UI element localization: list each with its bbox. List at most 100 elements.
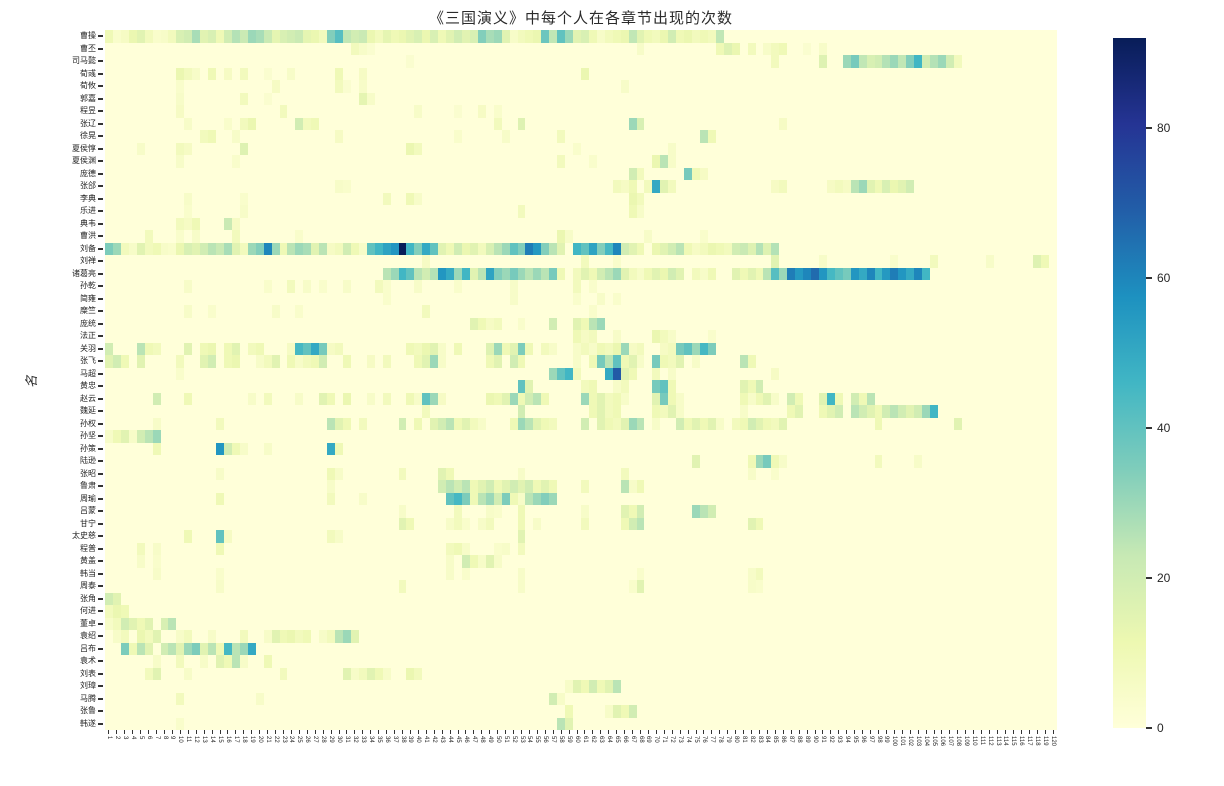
heatmap-cell bbox=[874, 30, 883, 43]
heatmap-cell bbox=[541, 517, 550, 530]
heatmap-cell bbox=[120, 342, 129, 355]
heatmap-cell bbox=[652, 330, 661, 343]
heatmap-cell bbox=[771, 180, 780, 193]
heatmap-cell bbox=[438, 480, 447, 493]
heatmap-cell bbox=[1033, 305, 1042, 318]
heatmap-cell bbox=[311, 442, 320, 455]
heatmap-cell bbox=[779, 117, 788, 130]
heatmap-cell bbox=[755, 355, 764, 368]
heatmap-cell bbox=[192, 505, 201, 518]
heatmap-cell bbox=[382, 480, 391, 493]
heatmap-cell bbox=[707, 292, 716, 305]
heatmap-cell bbox=[1041, 42, 1050, 55]
heatmap-cell bbox=[866, 530, 875, 543]
heatmap-cell bbox=[1025, 417, 1034, 430]
heatmap-cell bbox=[588, 67, 597, 80]
heatmap-cell bbox=[628, 330, 637, 343]
heatmap-cell bbox=[581, 55, 589, 68]
heatmap-cell bbox=[763, 230, 772, 243]
heatmap-cell bbox=[842, 255, 851, 268]
heatmap-cell bbox=[144, 180, 153, 193]
heatmap-cell bbox=[335, 267, 343, 280]
heatmap-cell bbox=[692, 442, 700, 455]
heatmap-cell bbox=[192, 480, 201, 493]
heatmap-cell bbox=[692, 480, 700, 493]
heatmap-cell bbox=[239, 80, 248, 93]
heatmap-cell bbox=[541, 442, 550, 455]
heatmap-cell bbox=[350, 130, 359, 143]
heatmap-cell bbox=[850, 355, 859, 368]
heatmap-cell bbox=[517, 55, 526, 68]
heatmap-cell bbox=[565, 455, 574, 468]
heatmap-cell bbox=[819, 55, 827, 68]
heatmap-cell bbox=[350, 92, 359, 105]
heatmap-cell bbox=[1049, 530, 1057, 543]
heatmap-cell bbox=[438, 42, 447, 55]
heatmap-cell bbox=[588, 80, 597, 93]
heatmap-cell bbox=[819, 242, 827, 255]
heatmap-cell bbox=[255, 92, 264, 105]
heatmap-cell bbox=[287, 317, 296, 330]
heatmap-cell bbox=[279, 30, 288, 43]
heatmap-cell bbox=[271, 292, 280, 305]
heatmap-cell bbox=[493, 180, 502, 193]
heatmap-cell bbox=[1049, 117, 1057, 130]
heatmap-cell bbox=[120, 505, 129, 518]
heatmap-cell bbox=[723, 380, 732, 393]
heatmap-cell bbox=[446, 105, 455, 118]
heatmap-cell bbox=[319, 217, 328, 230]
heatmap-cell bbox=[287, 430, 296, 443]
heatmap-cell bbox=[660, 242, 669, 255]
heatmap-cell bbox=[477, 80, 486, 93]
heatmap-cell bbox=[739, 230, 748, 243]
heatmap-cell bbox=[184, 155, 193, 168]
heatmap-cell bbox=[811, 292, 819, 305]
heatmap-cell bbox=[1041, 80, 1050, 93]
heatmap-cell bbox=[477, 505, 486, 518]
heatmap-cell bbox=[366, 330, 375, 343]
heatmap-cell bbox=[945, 242, 954, 255]
heatmap-cell bbox=[739, 367, 748, 380]
heatmap-cell bbox=[247, 442, 256, 455]
heatmap-cell bbox=[144, 117, 153, 130]
heatmap-cell bbox=[168, 480, 177, 493]
heatmap-cell bbox=[604, 342, 613, 355]
heatmap-cell bbox=[136, 342, 145, 355]
heatmap-cell bbox=[231, 192, 240, 205]
heatmap-cell bbox=[874, 355, 883, 368]
heatmap-cell bbox=[255, 242, 264, 255]
heatmap-cell bbox=[747, 305, 756, 318]
heatmap-cell bbox=[533, 380, 542, 393]
heatmap-cell bbox=[1049, 80, 1057, 93]
heatmap-cell bbox=[771, 230, 780, 243]
heatmap-cell bbox=[573, 280, 581, 293]
heatmap-cell bbox=[707, 517, 716, 530]
heatmap-cell bbox=[707, 130, 716, 143]
heatmap-cell bbox=[192, 530, 201, 543]
heatmap-cell bbox=[105, 130, 113, 143]
heatmap-cell bbox=[319, 105, 328, 118]
heatmap-cell bbox=[961, 205, 970, 218]
heatmap-cell bbox=[573, 492, 581, 505]
heatmap-cell bbox=[279, 105, 288, 118]
heatmap-cell bbox=[684, 392, 693, 405]
heatmap-cell bbox=[311, 55, 320, 68]
heatmap-cell bbox=[747, 392, 756, 405]
heatmap-cell bbox=[906, 242, 915, 255]
heatmap-cell bbox=[271, 492, 280, 505]
heatmap-cell bbox=[295, 530, 304, 543]
heatmap-cell bbox=[112, 330, 121, 343]
heatmap-cell bbox=[660, 142, 669, 155]
heatmap-cell bbox=[731, 155, 740, 168]
heatmap-cell bbox=[549, 467, 558, 480]
heatmap-cell bbox=[462, 67, 470, 80]
heatmap-cell bbox=[581, 242, 589, 255]
heatmap-cell bbox=[216, 267, 224, 280]
heatmap-cell bbox=[779, 42, 788, 55]
heatmap-cell bbox=[168, 192, 177, 205]
heatmap-cell bbox=[1025, 142, 1034, 155]
heatmap-cell bbox=[105, 530, 113, 543]
heatmap-cell bbox=[898, 80, 907, 93]
heatmap-cell bbox=[200, 355, 209, 368]
heatmap-cell bbox=[684, 142, 693, 155]
